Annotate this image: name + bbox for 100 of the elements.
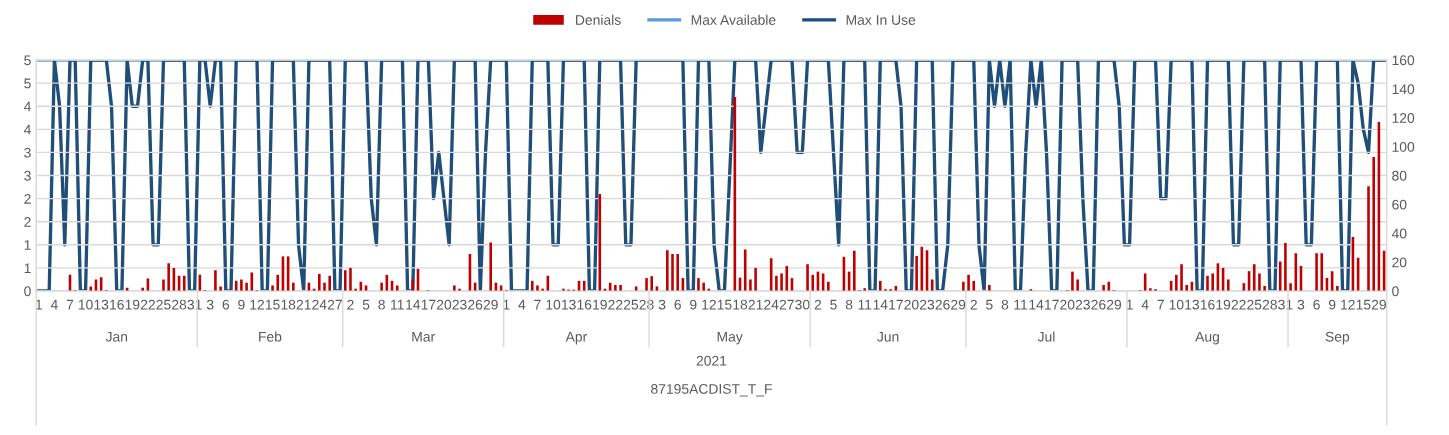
x-tick-label: 16 bbox=[1200, 299, 1215, 310]
x-tick-label: 26 bbox=[468, 299, 483, 310]
x-tick-label: 30 bbox=[795, 299, 810, 310]
x-tick-label: 21 bbox=[296, 299, 311, 310]
y2-tick-label: 100 bbox=[1392, 141, 1415, 152]
legend-label: Max In Use bbox=[846, 15, 916, 25]
x-tick-label: 24 bbox=[312, 299, 327, 310]
text: Jul bbox=[1037, 331, 1055, 342]
x-tick-label: 28 bbox=[1262, 299, 1277, 310]
x-tick-label: 6 bbox=[674, 299, 681, 310]
y-tick-label: 3 bbox=[24, 147, 31, 158]
x-tick-label: 20 bbox=[1060, 299, 1075, 310]
x-tick-label: 22 bbox=[608, 299, 623, 310]
x-tick-label: 23 bbox=[1075, 299, 1090, 310]
x-tick-label: 1 bbox=[503, 299, 510, 310]
x-tick-label: 15 bbox=[717, 299, 732, 310]
x-tick-label: 9 bbox=[1328, 299, 1336, 310]
x-tick-label: 21 bbox=[748, 299, 763, 310]
x-tick-label: 8 bbox=[378, 299, 385, 310]
x-tick-label: 1 bbox=[1126, 299, 1133, 310]
x-tick-label: 7 bbox=[66, 299, 74, 310]
x-tick-label: 14 bbox=[406, 299, 421, 310]
x-tick-label: 31 bbox=[1278, 299, 1293, 310]
x-tick-label: 5 bbox=[362, 299, 370, 310]
x-tick-label: 10 bbox=[78, 299, 93, 310]
y2-tick-label: 140 bbox=[1392, 84, 1415, 95]
y-tick-label: 4 bbox=[23, 124, 31, 135]
legend-label: Denials bbox=[576, 14, 621, 25]
x-tick-label: 5 bbox=[830, 299, 837, 310]
x-tick-label: 25 bbox=[156, 299, 171, 310]
x-tick-label: 17 bbox=[1045, 299, 1059, 310]
x-tick-label: 8 bbox=[1001, 299, 1009, 310]
x-tick-label: 2 bbox=[814, 299, 822, 310]
x-tick-label: 4 bbox=[518, 299, 526, 310]
y2-tick-label: 120 bbox=[1392, 113, 1415, 123]
y-tick-label: 5 bbox=[24, 78, 31, 89]
x-tick-label: 6 bbox=[222, 299, 230, 310]
x-tick-label: 15 bbox=[265, 299, 280, 310]
x-tick-label: 9 bbox=[690, 299, 697, 310]
x-tick-label: 23 bbox=[919, 299, 935, 310]
x-tick-label: 18 bbox=[281, 299, 296, 310]
text: Apr bbox=[565, 331, 587, 345]
y-tick-label: 0 bbox=[24, 286, 31, 297]
x-tick-label: 20 bbox=[436, 299, 452, 310]
x-tick-label: 24 bbox=[764, 299, 779, 310]
x-tick-label: 7 bbox=[1157, 299, 1164, 310]
x-tick-label: 19 bbox=[593, 299, 607, 310]
x-tick-label: 25 bbox=[623, 299, 639, 310]
x-tick-label: 29 bbox=[1106, 299, 1122, 310]
x-tick-label: 13 bbox=[1185, 299, 1200, 310]
x-tick-label: 10 bbox=[1169, 299, 1184, 310]
x-tick-label: 31 bbox=[187, 299, 202, 310]
x-tick-label: 12 bbox=[1341, 299, 1355, 310]
x-tick-label: 20 bbox=[904, 299, 919, 310]
text: Mar bbox=[412, 331, 435, 342]
x-tick-label: 23 bbox=[452, 299, 467, 310]
y-tick-label: 2 bbox=[24, 193, 31, 204]
x-tick-label: 16 bbox=[577, 299, 592, 310]
x-tick-label: 2 bbox=[347, 299, 354, 310]
x-tick-label: 19 bbox=[125, 299, 140, 310]
text: Jun bbox=[877, 331, 899, 342]
x-tick-label: 18 bbox=[733, 299, 748, 310]
x-tick-label: 14 bbox=[1029, 299, 1044, 310]
x-tick-label: 15 bbox=[1356, 299, 1371, 310]
x-tick-label: 9 bbox=[238, 299, 245, 310]
x-tick-label: 22 bbox=[1231, 299, 1246, 310]
x-tick-label: 3 bbox=[206, 299, 214, 310]
x-tick-label: 13 bbox=[94, 299, 109, 310]
x-tick-label: 26 bbox=[935, 299, 950, 310]
x-tick-label: 11 bbox=[1014, 299, 1028, 310]
x-tick-label: 22 bbox=[140, 299, 155, 310]
x-tick-label: 12 bbox=[702, 299, 716, 310]
y-tick-label: 1 bbox=[24, 240, 31, 250]
x-tick-label: 16 bbox=[110, 299, 124, 310]
x-tick-label: 29 bbox=[951, 299, 966, 310]
x-tick-label: 4 bbox=[50, 299, 58, 310]
y-tick-label: 5 bbox=[24, 55, 31, 66]
x-tick-label: 17 bbox=[421, 299, 436, 310]
y2-tick-label: 20 bbox=[1392, 257, 1407, 268]
x-tick-label: 25 bbox=[1247, 299, 1262, 310]
x-tick-label: 1 bbox=[36, 299, 43, 310]
x-tick-label: 29 bbox=[1371, 299, 1386, 310]
x-tick-label: 3 bbox=[1297, 299, 1305, 310]
y-tick-label: 1 bbox=[24, 263, 31, 273]
x-tick-label: 2 bbox=[970, 299, 977, 310]
y-tick-label: 4 bbox=[23, 101, 31, 112]
x-tick-label: 27 bbox=[779, 299, 794, 310]
y2-tick-label: 80 bbox=[1392, 170, 1407, 181]
text: Sep bbox=[1325, 331, 1350, 345]
text: 87195ACDIST_T_F bbox=[651, 384, 772, 397]
x-tick-label: 19 bbox=[1216, 299, 1231, 310]
y2-tick-label: 160 bbox=[1392, 55, 1415, 66]
x-tick-label: 7 bbox=[534, 299, 541, 310]
text: 2021 bbox=[696, 355, 727, 366]
x-tick-label: 6 bbox=[1313, 299, 1320, 310]
x-tick-label: 17 bbox=[889, 299, 903, 310]
y-tick-label: 2 bbox=[24, 217, 31, 227]
text: Aug bbox=[1195, 331, 1219, 345]
text: May bbox=[717, 331, 743, 345]
x-tick-label: 13 bbox=[561, 299, 576, 310]
